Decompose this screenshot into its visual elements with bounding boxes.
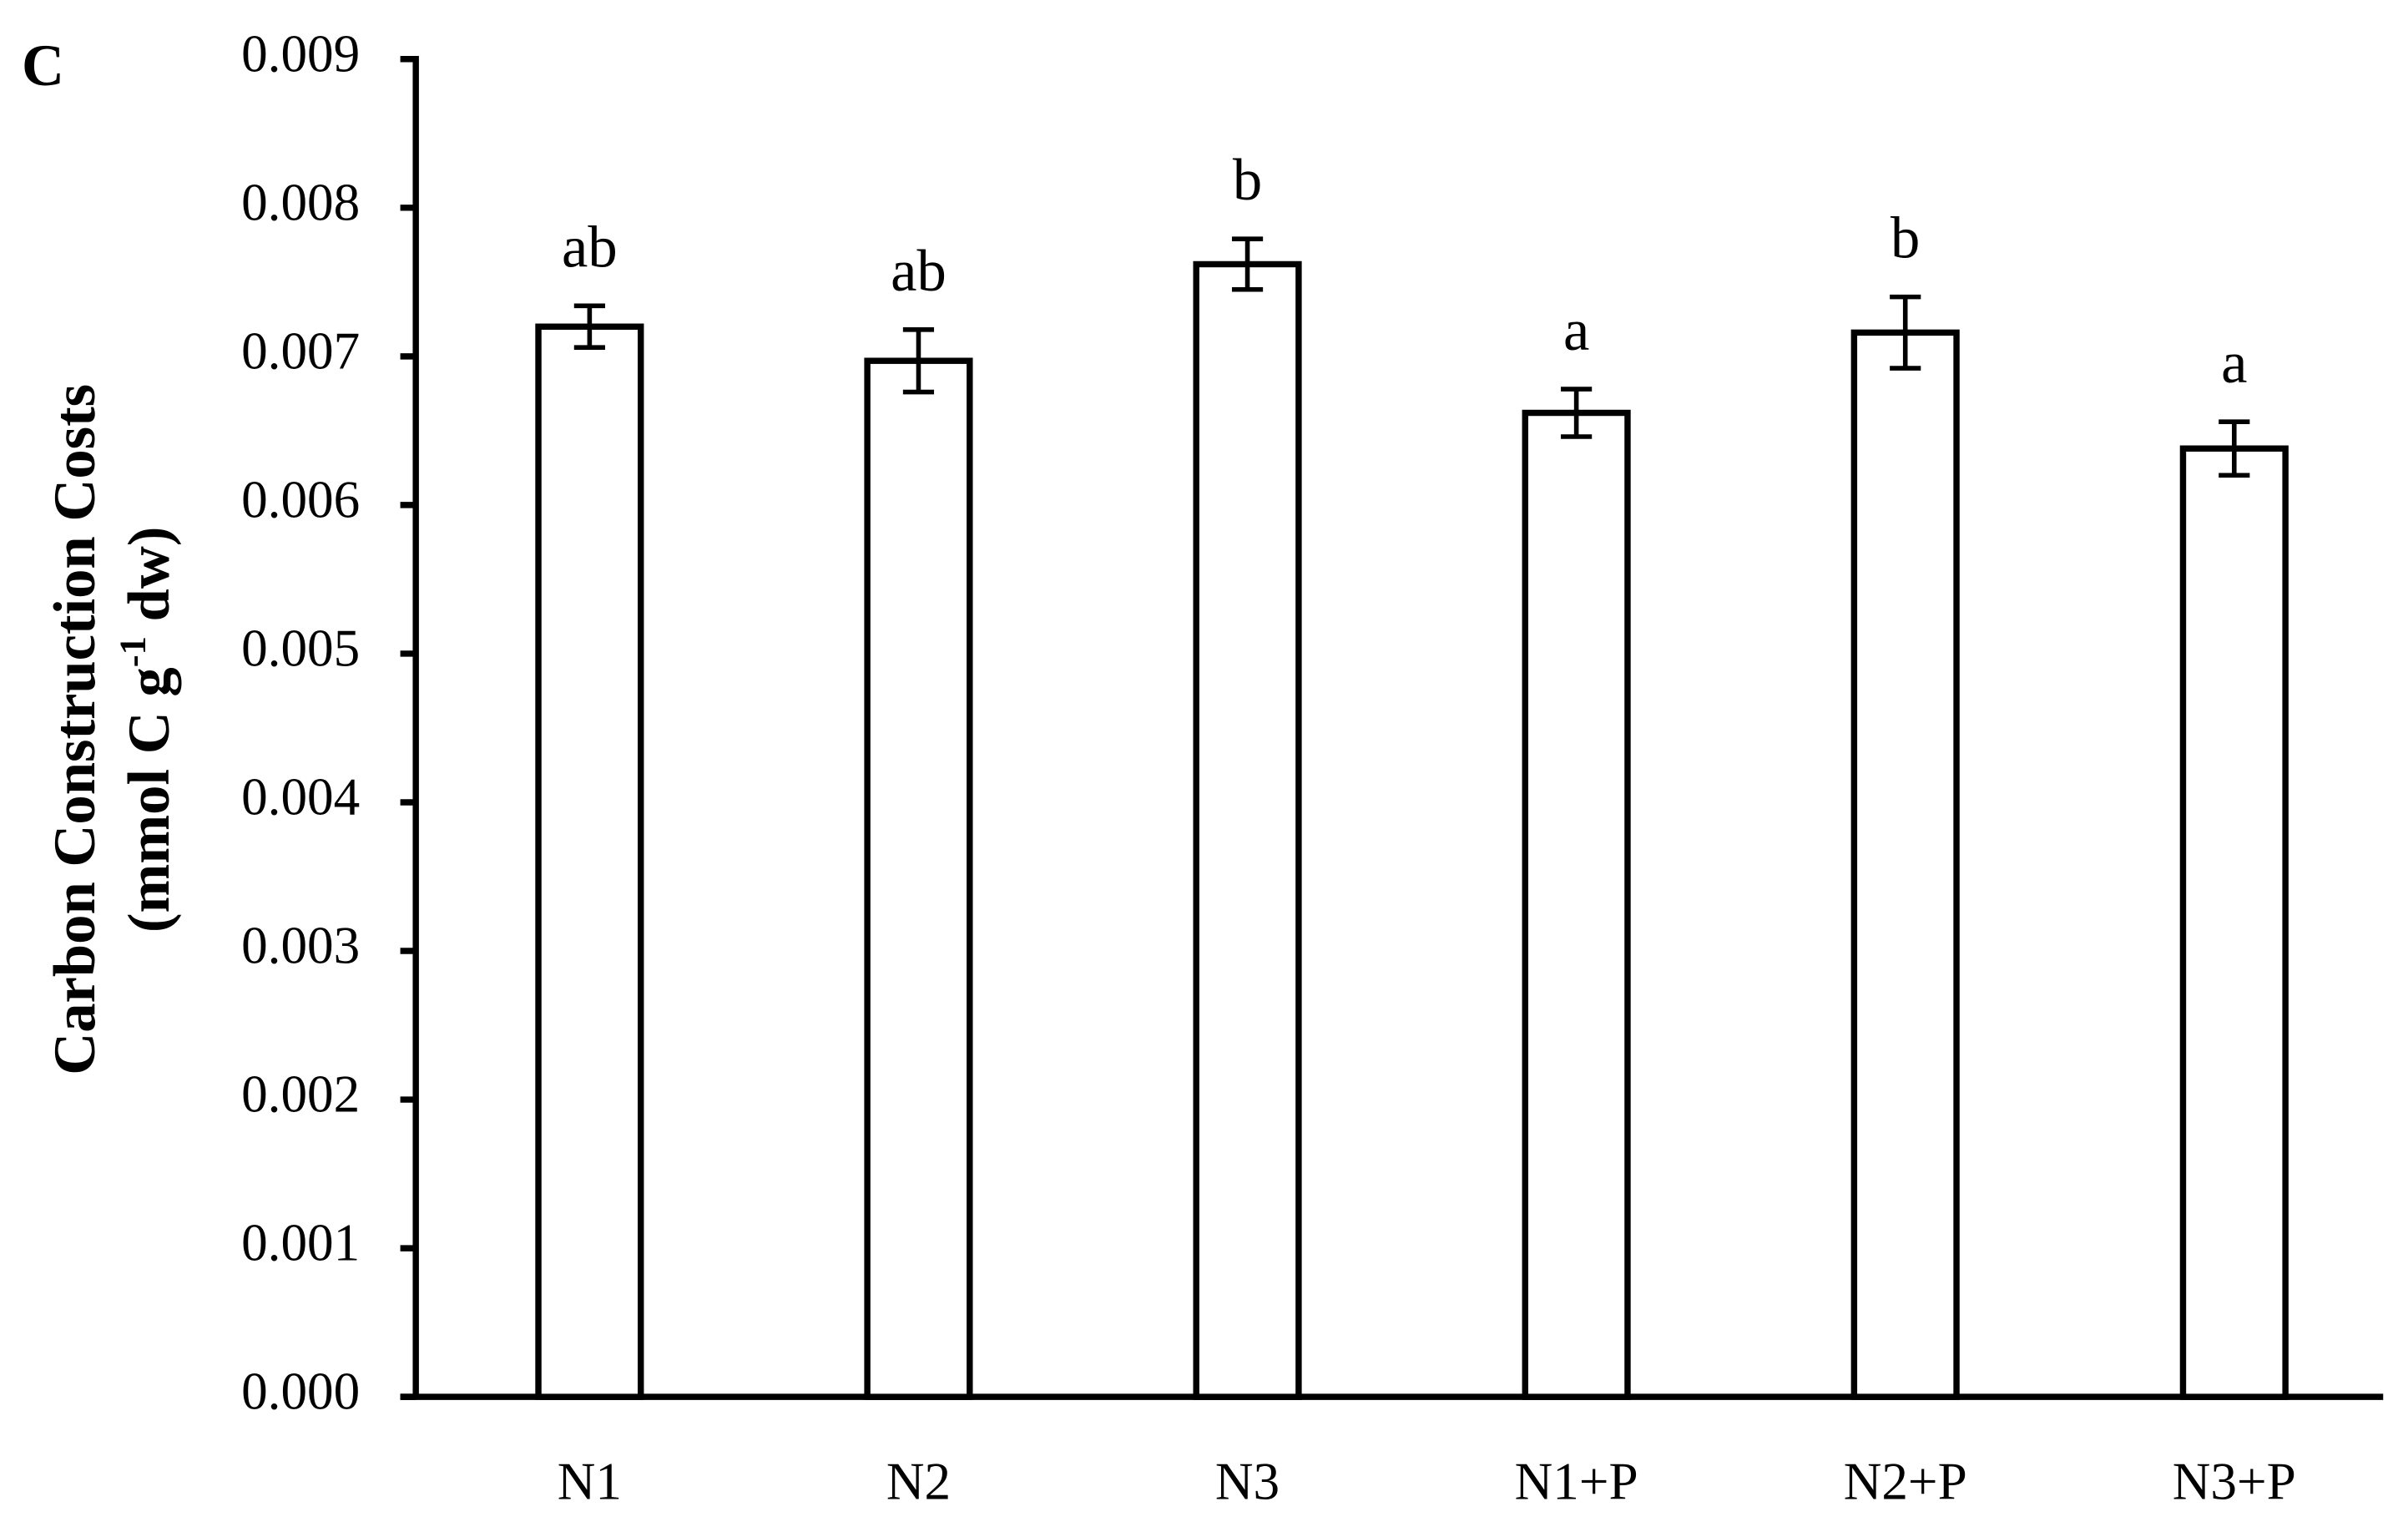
significance-letter: ab [891,239,947,304]
significance-letter: a [1563,298,1589,363]
bar [1193,260,1302,1400]
x-tick-label: N3 [1215,1452,1280,1510]
y-tick-label: 0.001 [241,1214,360,1272]
y-axis-title: (mmol C g-1 dw) [112,527,182,933]
bar [864,357,973,1400]
y-tick-label: 0.004 [241,767,360,826]
bar [535,323,644,1400]
y-axis-title-part: (mmol C g [117,667,182,933]
x-tick-label: N2 [886,1452,951,1510]
bar [1522,409,1631,1400]
significance-letter: b [1891,206,1920,271]
significance-letter: a [2221,331,2247,396]
x-tick-label: N1+P [1515,1452,1638,1510]
y-tick-label: 0.009 [241,24,360,83]
y-tick-label: 0.002 [241,1065,360,1124]
panel-label: C [22,33,64,99]
significance-letter: b [1233,148,1262,213]
bar [1850,329,1960,1400]
x-tick-label: N2+P [1844,1452,1967,1510]
y-axis-title: Carbon Construction Costs [43,384,108,1075]
y-tick-label: 0.005 [241,619,360,677]
x-tick-label: N3+P [2173,1452,2296,1510]
y-tick-label: 0.000 [241,1363,360,1421]
x-tick-label: N1 [558,1452,622,1510]
y-tick-label: 0.003 [241,917,360,975]
y-tick-label: 0.006 [241,470,360,528]
y-axis-title-part: dw) [117,527,182,636]
y-tick-label: 0.008 [241,173,360,231]
significance-letter: ab [562,215,618,280]
y-axis-title-sup: -1 [112,636,154,667]
bar [2179,445,2289,1400]
y-tick-label: 0.007 [241,321,360,380]
